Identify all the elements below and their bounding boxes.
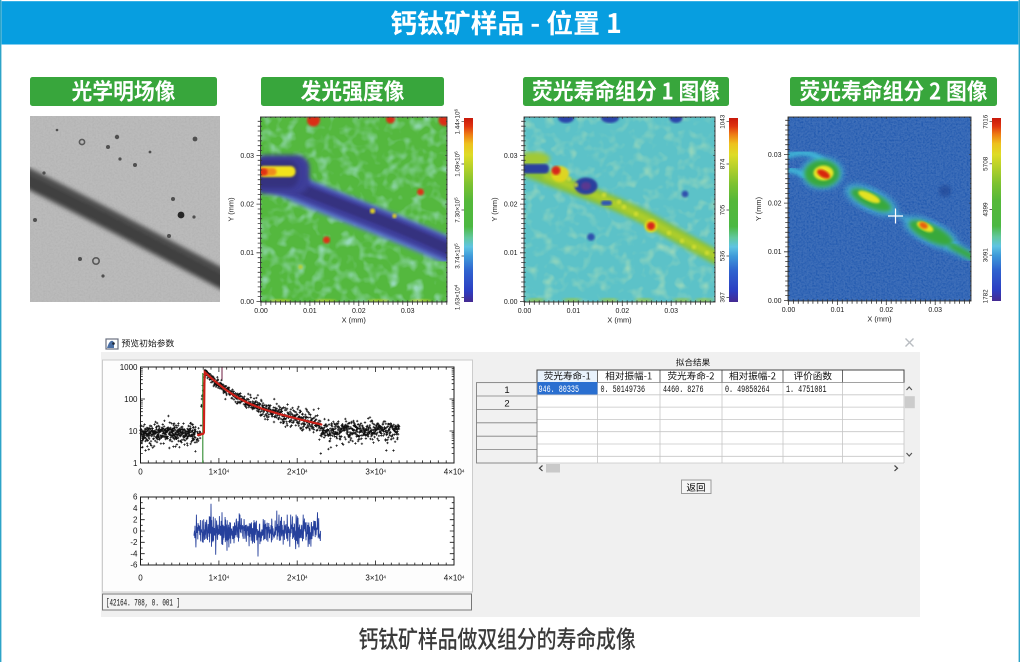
svg-text:3091: 3091 [983,248,990,263]
svg-text:0: 0 [138,574,143,583]
svg-text:0. 49850264: 0. 49850264 [725,384,770,396]
svg-text:1000: 1000 [120,363,138,372]
svg-text:1. 4751081: 1. 4751081 [786,384,827,396]
svg-text:0.01: 0.01 [240,250,254,257]
svg-text:0: 0 [138,468,143,477]
svg-text:4×104: 4×104 [444,468,465,477]
svg-text:0.01: 0.01 [567,308,581,315]
svg-text:3.74×105: 3.74×105 [454,243,462,269]
svg-text:536: 536 [720,250,727,261]
svg-text:0.03: 0.03 [928,307,942,314]
svg-text:7.30×105: 7.30×105 [454,197,462,223]
svg-text:0.02: 0.02 [768,201,782,208]
svg-text:-4: -4 [130,549,138,558]
svg-text:0: 0 [133,527,138,536]
svg-text:0.00: 0.00 [254,308,268,315]
svg-text:Y (mm): Y (mm) [754,197,763,221]
svg-text:0.03: 0.03 [401,308,415,315]
svg-text:4460. 8276: 4460. 8276 [663,384,704,396]
svg-text:2×104: 2×104 [287,574,308,583]
svg-text:[42164. 708, 0. 001 ]: [42164. 708, 0. 001 ] [106,598,180,610]
svg-text:1.09×106: 1.09×106 [454,151,462,177]
svg-text:Y (mm): Y (mm) [490,197,499,221]
svg-text:0.03: 0.03 [504,153,518,160]
svg-text:0.03: 0.03 [664,308,678,315]
svg-text:0.01: 0.01 [768,249,782,256]
svg-text:4: 4 [133,504,138,513]
svg-text:1×104: 1×104 [209,468,230,477]
svg-text:-2: -2 [130,538,138,547]
svg-text:1×104: 1×104 [209,574,230,583]
svg-text:1043: 1043 [720,114,727,129]
svg-text:X (mm): X (mm) [607,316,631,325]
svg-text:2: 2 [133,515,138,524]
svg-text:0.02: 0.02 [615,308,629,315]
svg-text:0.01: 0.01 [504,250,518,257]
svg-text:Y (mm): Y (mm) [227,197,236,221]
svg-text:1.63×104: 1.63×104 [454,284,462,310]
svg-text:0.01: 0.01 [831,307,845,314]
svg-text:6: 6 [133,493,138,502]
svg-text:367: 367 [720,292,727,303]
svg-text:1782: 1782 [983,289,990,304]
svg-text:0.02: 0.02 [879,307,893,314]
svg-text:946. 80335: 946. 80335 [539,384,580,396]
svg-text:1: 1 [133,459,138,468]
svg-text:7016: 7016 [983,114,990,129]
svg-text:0.02: 0.02 [504,202,518,209]
svg-text:100: 100 [124,395,138,404]
svg-text:1.44×106: 1.44×106 [454,109,462,135]
svg-text:X (mm): X (mm) [342,316,366,325]
svg-text:4×104: 4×104 [444,574,465,583]
svg-text:0.00: 0.00 [768,298,782,305]
svg-text:0.00: 0.00 [240,299,254,306]
svg-text:0.01: 0.01 [303,308,317,315]
svg-text:874: 874 [720,158,727,169]
svg-text:0.00: 0.00 [782,307,796,314]
svg-text:3×104: 3×104 [365,574,386,583]
svg-text:10: 10 [129,427,138,436]
svg-text:0. 50149736: 0. 50149736 [601,384,646,396]
svg-text:0.02: 0.02 [240,202,254,209]
svg-text:0.02: 0.02 [352,308,366,315]
svg-text:2: 2 [504,398,509,409]
svg-text:0.00: 0.00 [504,299,518,306]
svg-text:2×104: 2×104 [287,468,308,477]
svg-text:4399: 4399 [983,202,990,217]
svg-text:X (mm): X (mm) [867,315,891,324]
svg-text:0.00: 0.00 [518,308,532,315]
svg-text:0.03: 0.03 [240,153,254,160]
svg-text:0.03: 0.03 [768,152,782,159]
svg-text:705: 705 [720,204,727,215]
svg-text:-6: -6 [130,561,138,570]
svg-text:5708: 5708 [983,156,990,171]
svg-text:1: 1 [504,385,509,396]
svg-text:3×104: 3×104 [365,468,386,477]
